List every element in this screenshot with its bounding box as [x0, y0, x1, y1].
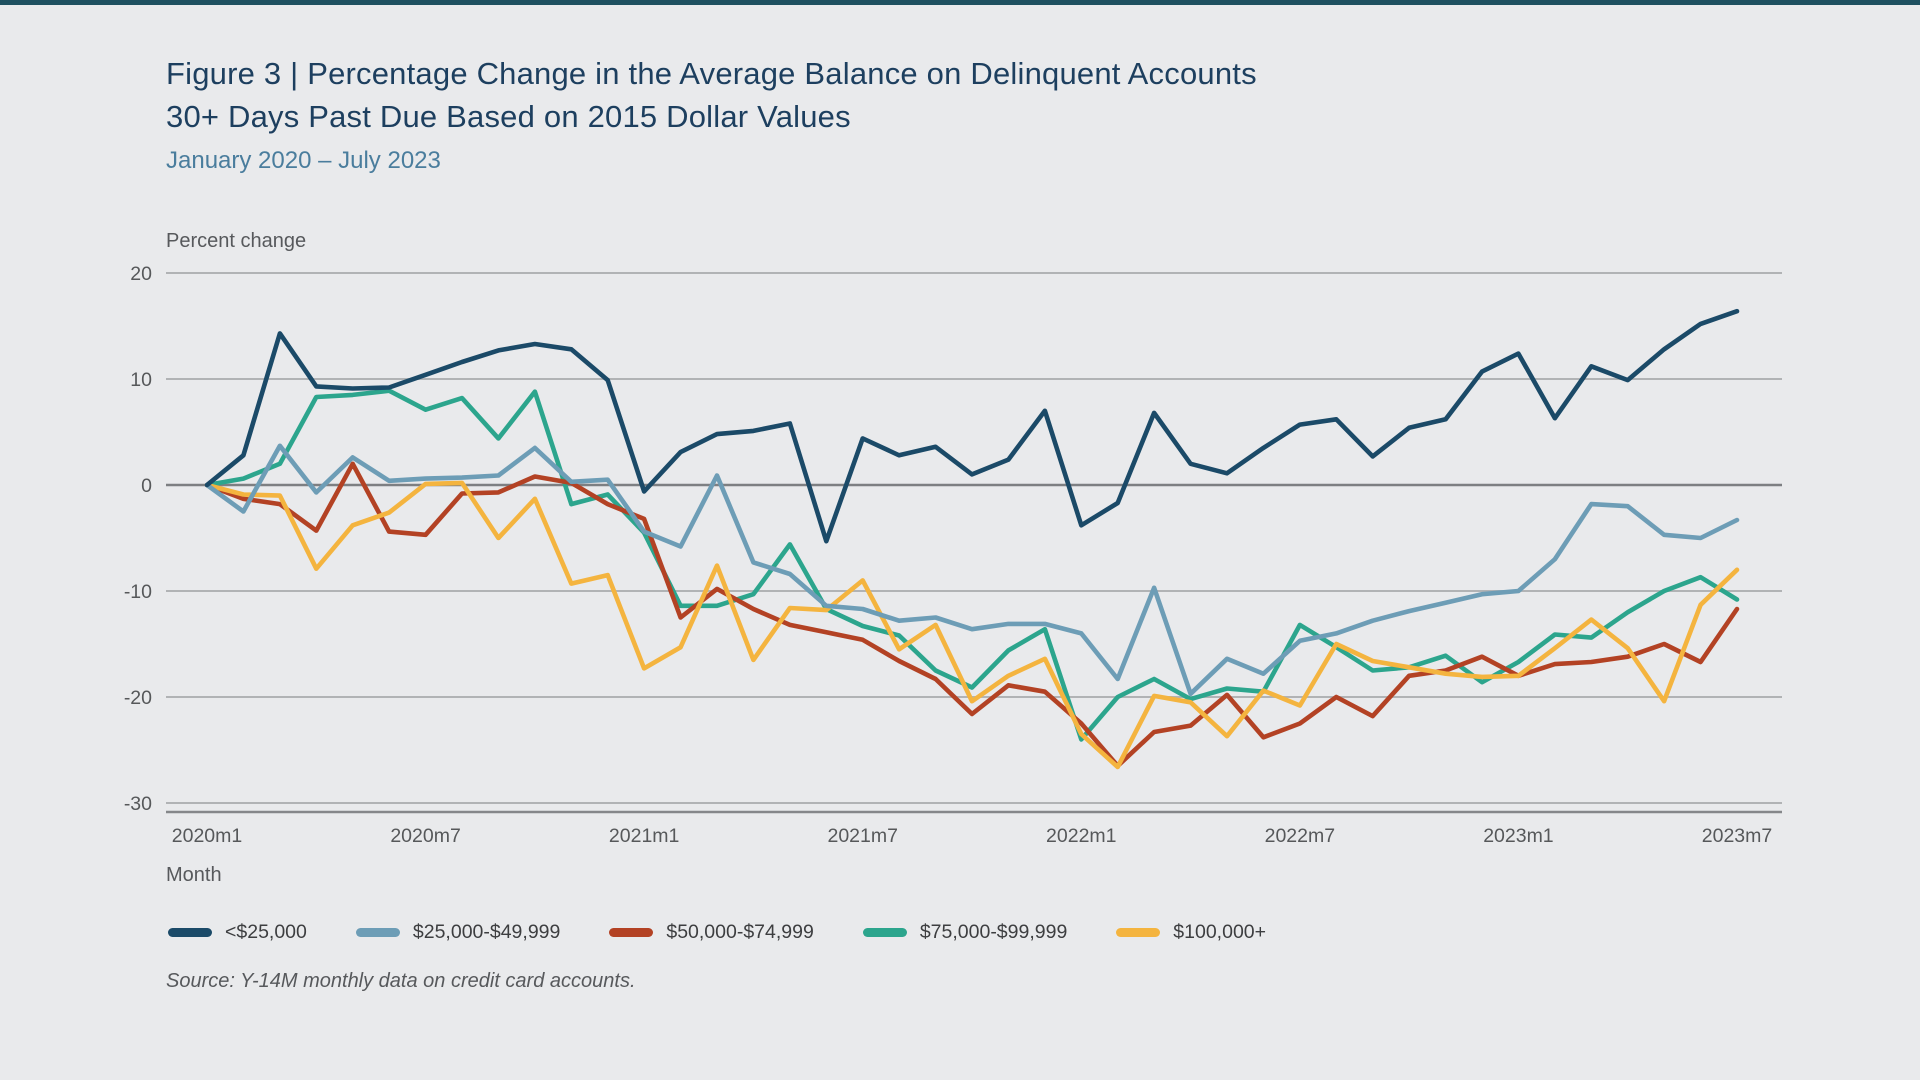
x-tick-label: 2021m1 [609, 825, 679, 847]
chart-header: Figure 3 | Percentage Change in the Aver… [166, 52, 1786, 175]
figure-title-line1: Figure 3 | Percentage Change in the Aver… [166, 56, 1257, 91]
source-note: Source: Y-14M monthly data on credit car… [166, 970, 636, 992]
legend-item: $100,000+ [1116, 921, 1266, 944]
x-tick-label: 2020m7 [390, 825, 460, 847]
legend-swatch-icon [355, 928, 400, 937]
legend-label: $75,000-$99,999 [919, 921, 1068, 943]
legend-item: $75,000-$99,999 [862, 921, 1068, 944]
figure-title-line2: 30+ Days Past Due Based on 2015 Dollar V… [166, 99, 851, 134]
legend-item: $50,000-$74,999 [609, 921, 814, 944]
legend-swatch-icon [609, 928, 654, 937]
x-tick-label: 2022m1 [1046, 825, 1116, 847]
top-accent-bar [0, 0, 1920, 5]
series-line-4 [204, 388, 1740, 742]
x-tick-label: 2023m7 [1702, 825, 1772, 847]
y-axis-title: Percent change [166, 230, 307, 252]
legend-label: <$25,000 [225, 921, 307, 943]
x-tick-label: 2020m1 [172, 825, 242, 847]
y-tick-label: 10 [130, 369, 152, 391]
chart-legend: <$25,000 $25,000-$49,999 $50,000-$74,999 $7… [168, 921, 1266, 944]
y-tick-label: -20 [124, 687, 152, 709]
legend-swatch-icon [168, 928, 212, 937]
series-line-2 [204, 443, 1740, 697]
legend-label: $25,000-$49,999 [412, 921, 561, 943]
legend-label: $100,000+ [1173, 921, 1267, 943]
legend-label: $50,000-$74,999 [666, 921, 814, 943]
y-tick-label: 20 [130, 263, 152, 285]
y-tick-label: -10 [124, 581, 152, 603]
y-tick-label: -30 [124, 793, 152, 815]
legend-swatch-icon [862, 928, 907, 937]
legend-swatch-icon [1116, 928, 1161, 937]
series-line-3 [204, 461, 1740, 769]
y-tick-label: 0 [141, 475, 152, 497]
x-axis-title: Month [166, 864, 222, 886]
legend-item: <$25,000 [168, 921, 307, 944]
figure-subtitle: January 2020 – July 2023 [166, 147, 441, 174]
x-tick-label: 2021m7 [827, 825, 897, 847]
series-line-1 [204, 308, 1740, 544]
series-line-5 [204, 480, 1740, 770]
x-tick-label: 2023m1 [1483, 825, 1553, 847]
x-tick-label: 2022m7 [1265, 825, 1335, 847]
legend-item: $25,000-$49,999 [355, 921, 561, 944]
